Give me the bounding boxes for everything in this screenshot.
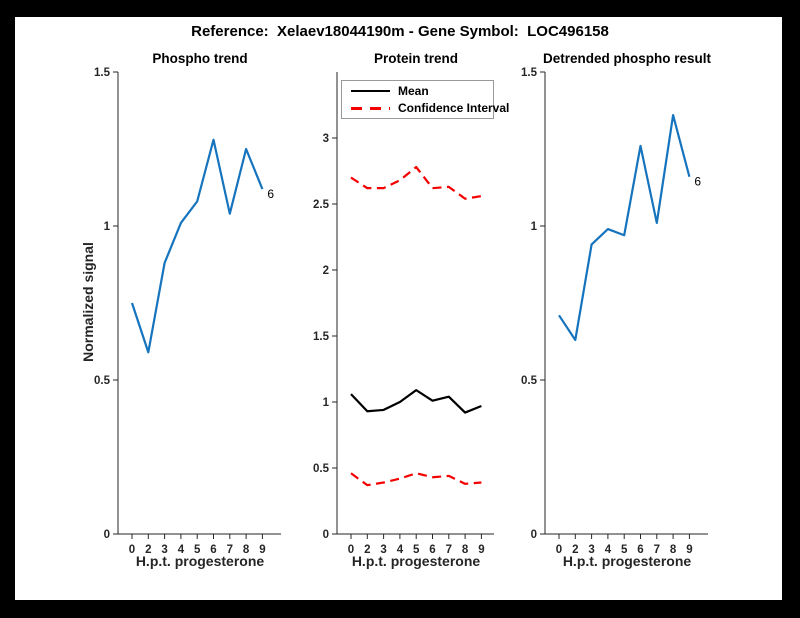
x-axis-label-plot1: H.p.t. progesterone xyxy=(135,553,265,569)
x-tick-label: 5 xyxy=(194,544,201,556)
x-tick-label: 4 xyxy=(397,544,404,556)
legend-ci-label: Confidence Interval xyxy=(398,101,510,116)
y-tick-label: 0 xyxy=(531,529,537,541)
y-tick-label: 2.5 xyxy=(313,199,330,211)
y-tick-label: 0 xyxy=(104,529,110,541)
legend: Mean Confidence Interval xyxy=(341,80,509,119)
x-tick-label: 0 xyxy=(129,544,135,556)
x-tick-label: 9 xyxy=(478,544,484,556)
y-tick-label: 0.5 xyxy=(521,375,538,387)
series-end-label: 6 xyxy=(267,187,274,201)
y-axis-label: Normalized signal xyxy=(80,242,96,362)
legend-entry-mean: Mean xyxy=(351,83,493,99)
subplot-title-protein-trend: Protein trend xyxy=(373,51,458,66)
x-axis-label-plot3: H.p.t. progesterone xyxy=(562,553,692,569)
legend-entry-confidence-interval: Confidence Interval xyxy=(351,100,509,116)
series-line-red xyxy=(350,165,482,200)
y-tick-label: 0.5 xyxy=(94,375,111,387)
x-tick-label: 3 xyxy=(161,544,167,556)
series-line-red xyxy=(350,472,482,487)
x-tick-label: 8 xyxy=(462,544,469,556)
x-tick-label: 2 xyxy=(364,544,370,556)
x-tick-label: 9 xyxy=(686,544,692,556)
y-tick-label: 0.5 xyxy=(313,463,330,475)
legend-ci-dashed-line-icon xyxy=(351,107,390,110)
y-tick-label: 1.5 xyxy=(94,67,111,79)
y-tick-label: 0 xyxy=(323,529,329,541)
x-tick-label: 6 xyxy=(429,544,435,556)
x-tick-label: 5 xyxy=(621,544,628,556)
y-tick-label: 1 xyxy=(323,397,330,409)
series-end-label: 6 xyxy=(694,175,701,189)
figure-title: Reference: Xelaev18044190m - Gene Symbol… xyxy=(191,23,609,40)
series-line-blue xyxy=(130,138,264,354)
y-tick-label: 1 xyxy=(531,221,538,233)
legend-mean-label: Mean xyxy=(398,83,429,98)
x-tick-label: 0 xyxy=(348,544,354,556)
y-tick-label: 1 xyxy=(104,221,111,233)
x-tick-label: 4 xyxy=(178,544,185,556)
x-axis-label-plot2: H.p.t. progesterone xyxy=(351,553,481,569)
x-tick-label: 8 xyxy=(243,544,250,556)
x-tick-label: 9 xyxy=(259,544,265,556)
x-tick-label: 2 xyxy=(572,544,578,556)
y-tick-label: 2 xyxy=(323,265,329,277)
y-tick-label: 1.5 xyxy=(313,331,330,343)
x-tick-label: 3 xyxy=(588,544,594,556)
series-line-blue xyxy=(558,114,691,342)
x-tick-label: 7 xyxy=(446,544,452,556)
y-tick-label: 3 xyxy=(323,133,329,145)
x-tick-label: 0 xyxy=(556,544,562,556)
x-tick-label: 6 xyxy=(210,544,216,556)
x-tick-label: 6 xyxy=(637,544,643,556)
series-line-black xyxy=(350,389,482,414)
subplot-title-phospho-trend: Phospho trend xyxy=(152,51,248,66)
x-tick-label: 2 xyxy=(145,544,151,556)
subplot-title-detrended-phospho: Detrended phospho result xyxy=(542,51,711,66)
x-tick-label: 4 xyxy=(605,544,612,556)
legend-mean-line-icon xyxy=(351,89,390,92)
x-tick-label: 7 xyxy=(227,544,233,556)
y-tick-label: 1.5 xyxy=(521,67,538,79)
x-tick-label: 3 xyxy=(380,544,386,556)
x-tick-label: 8 xyxy=(670,544,677,556)
x-tick-label: 7 xyxy=(654,544,660,556)
x-tick-label: 5 xyxy=(413,544,420,556)
